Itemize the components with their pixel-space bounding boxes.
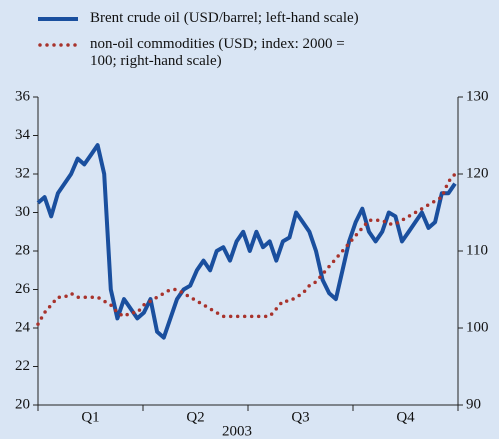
y-tick-label: 20 xyxy=(15,396,30,412)
y2-tick-label: 110 xyxy=(466,242,488,258)
legend-label: non-oil commodities (USD; index: 2000 = … xyxy=(90,36,345,69)
y-tick-label: 30 xyxy=(15,204,30,220)
x-tick-label: Q4 xyxy=(396,409,415,425)
x-tick-label: Q3 xyxy=(291,409,309,425)
y-tick-label: 32 xyxy=(15,165,30,181)
x-tick-label: Q2 xyxy=(186,409,204,425)
y-tick-label: 36 xyxy=(15,88,31,104)
y-tick-label: 22 xyxy=(15,358,30,374)
y-tick-label: 26 xyxy=(15,281,31,297)
x-tick-label: Q1 xyxy=(81,409,99,425)
y-tick-label: 28 xyxy=(15,242,30,258)
series-line xyxy=(36,143,457,340)
y-tick-label: 34 xyxy=(15,127,31,143)
y-tick-label: 24 xyxy=(15,319,31,335)
series-line xyxy=(36,172,457,326)
y2-tick-label: 120 xyxy=(466,165,489,181)
legend-swatch xyxy=(38,43,78,47)
y2-tick-label: 130 xyxy=(466,88,489,104)
legend-swatch xyxy=(38,17,78,21)
x-axis-label: 2003 xyxy=(222,423,252,439)
legend-label: Brent crude oil (USD/barrel; left-hand s… xyxy=(90,10,359,26)
y2-tick-label: 100 xyxy=(466,319,489,335)
y2-tick-label: 90 xyxy=(466,396,481,412)
